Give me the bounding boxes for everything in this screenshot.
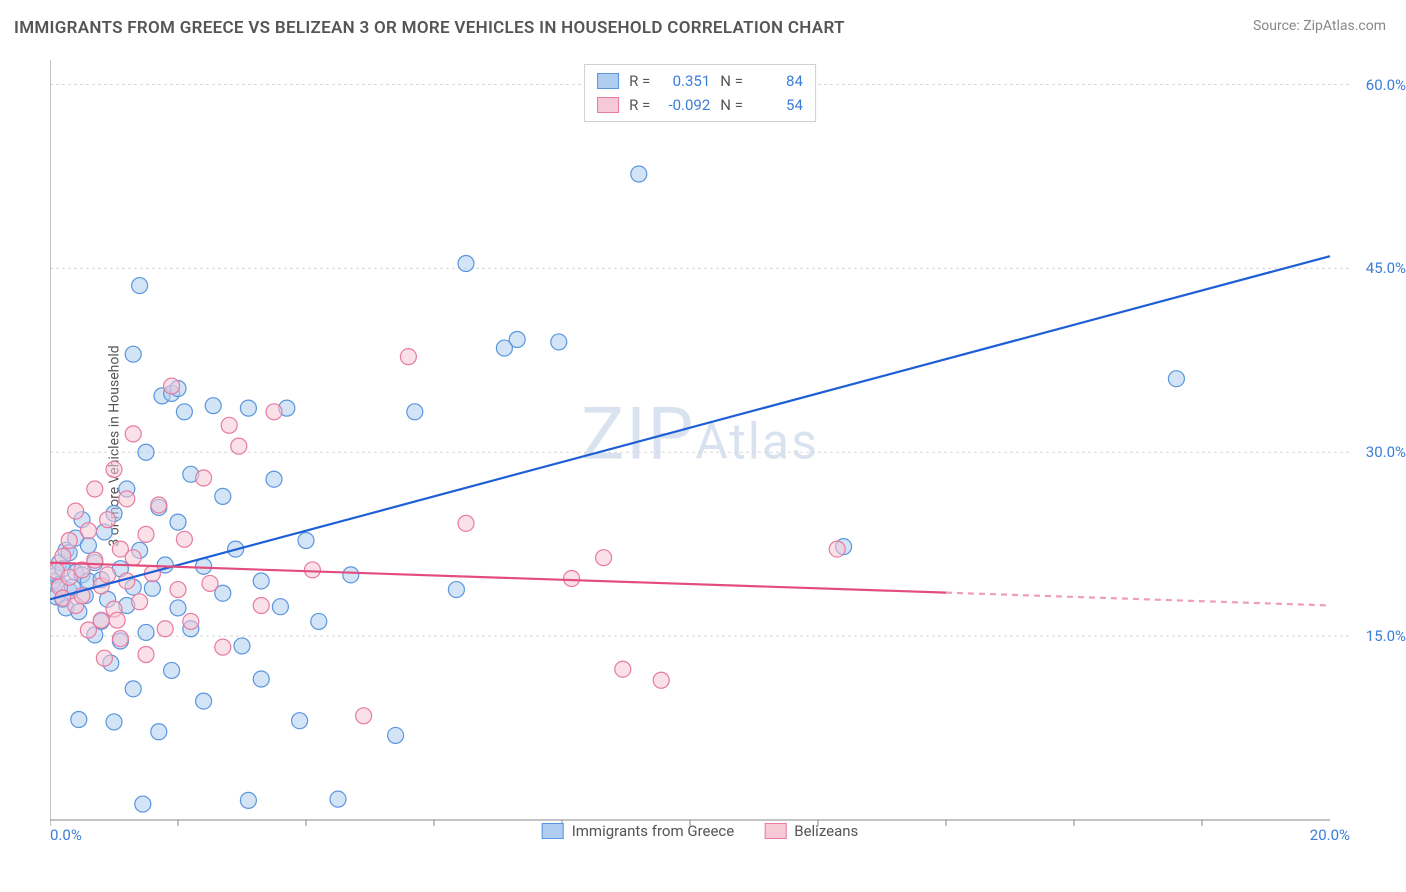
swatch-blue-icon (597, 73, 619, 89)
legend-row-series-1: R = 0.351 N = 84 (597, 69, 803, 93)
series-legend: Immigrants from Greece Belizeans (542, 822, 859, 840)
legend-label: Belizeans (794, 822, 858, 840)
chart-title: IMMIGRANTS FROM GREECE VS BELIZEAN 3 OR … (14, 18, 845, 38)
y-tick-label: 45.0% (1366, 259, 1406, 277)
n-label: N = (720, 69, 743, 93)
n-value: 54 (753, 93, 803, 117)
chart-area: ZIPAtlas R = 0.351 N = 84 R = -0.092 N =… (50, 60, 1350, 840)
x-axis-min-label: 0.0% (50, 826, 82, 844)
r-value: -0.092 (660, 93, 710, 117)
legend-item-series-1: Immigrants from Greece (542, 822, 735, 840)
r-value: 0.351 (660, 69, 710, 93)
swatch-pink-icon (764, 823, 786, 839)
n-value: 84 (753, 69, 803, 93)
swatch-pink-icon (597, 97, 619, 113)
r-label: R = (629, 69, 650, 93)
legend-row-series-2: R = -0.092 N = 54 (597, 93, 803, 117)
y-tick-label: 15.0% (1366, 627, 1406, 645)
legend-label: Immigrants from Greece (572, 822, 735, 840)
source-attribution: Source: ZipAtlas.com (1253, 18, 1386, 34)
correlation-legend: R = 0.351 N = 84 R = -0.092 N = 54 (584, 64, 816, 122)
swatch-blue-icon (542, 823, 564, 839)
legend-item-series-2: Belizeans (764, 822, 858, 840)
n-label: N = (720, 93, 743, 117)
y-tick-label: 30.0% (1366, 443, 1406, 461)
r-label: R = (629, 93, 650, 117)
scatter-plot (50, 60, 1350, 840)
y-tick-label: 60.0% (1366, 76, 1406, 94)
x-axis-max-label: 20.0% (1310, 826, 1350, 844)
